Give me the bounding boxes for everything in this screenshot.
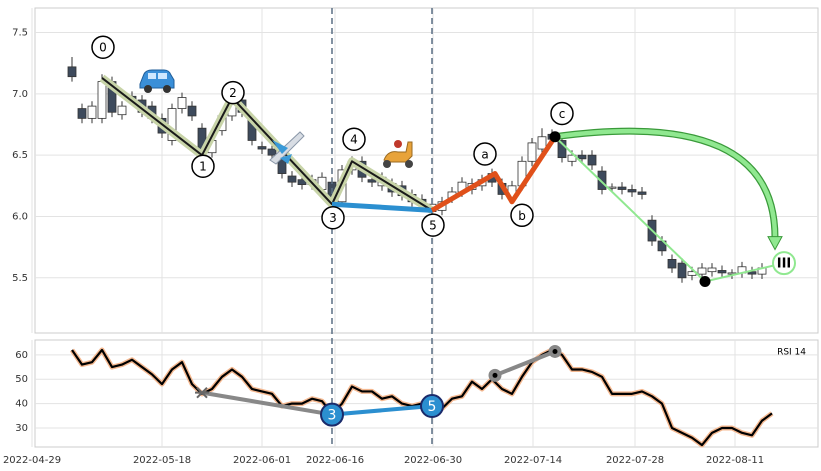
y-tick-label: 7.5 (12, 28, 28, 39)
x-tick-label: 2022-07-28 (606, 455, 664, 466)
candle-body (677, 262, 687, 279)
candle-body (187, 105, 197, 117)
wave-label-circle (221, 80, 245, 105)
x-tick-label: 2022-07-14 (504, 455, 562, 466)
wave-label: 4 (350, 133, 358, 147)
y-tick-label: 60 (15, 350, 28, 361)
pivot-dot (549, 131, 561, 143)
wave-label-circle (473, 142, 497, 166)
wave-label: 1 (199, 160, 207, 174)
rsi-panel (34, 339, 819, 448)
candle-body (697, 267, 707, 275)
x-tick-label: 2022-06-01 (233, 455, 291, 466)
candle-body (537, 136, 547, 150)
wave-label-circle (91, 35, 115, 59)
scooter-icon (383, 140, 413, 168)
wave-label-circle (321, 205, 345, 230)
x-tick-label: 2022-06-16 (306, 455, 364, 466)
candle-body (627, 189, 637, 193)
candle-body (617, 186, 627, 190)
candle-body (747, 271, 757, 275)
rsi-wave-line (494, 349, 556, 378)
candle-body (597, 170, 607, 190)
y-tick-label: 50 (15, 374, 28, 385)
wave-label: 2 (229, 86, 237, 100)
candle-body (577, 154, 587, 160)
rsi-wave-circle (420, 394, 444, 419)
y-tick-label: 30 (15, 423, 28, 434)
candle-body (587, 154, 597, 166)
wave-line (430, 135, 558, 213)
candle-body (527, 142, 537, 162)
candle-body (287, 175, 297, 183)
wave-label-circle (772, 251, 796, 276)
wave-label: 3 (329, 211, 337, 225)
y-tick-label: 7.0 (12, 89, 28, 100)
y-tick-label: 40 (15, 399, 28, 410)
wave-label-circle (191, 154, 215, 178)
candle-body (257, 146, 267, 150)
x-tick-label: 2022-04-29 (3, 455, 61, 466)
x-tick-label: 2022-06-30 (404, 455, 462, 466)
wave-line (331, 201, 433, 213)
candle-body (87, 105, 97, 119)
y-tick-label: 5.5 (12, 273, 28, 284)
plane-icon (269, 131, 305, 165)
wave-label-circle (510, 203, 534, 228)
wave-label-circle (550, 101, 574, 126)
candle-body (177, 97, 187, 109)
wave-label: a (481, 147, 488, 161)
candle-body (267, 148, 277, 156)
candle-body (557, 140, 567, 159)
rsi-wave-circle (320, 402, 344, 427)
y-tick-label: 6.5 (12, 150, 28, 161)
car-icon (139, 69, 175, 93)
rsi-label: RSI 14 (777, 348, 806, 358)
candle-body (97, 81, 107, 119)
x-tick-label: 2022-05-18 (133, 455, 191, 466)
candle-body (707, 267, 717, 273)
wave-label: 0 (99, 41, 107, 55)
rsi-wave-label: 3 (328, 408, 337, 424)
pivot-dot (699, 275, 711, 287)
candle-body (717, 270, 727, 274)
x-tick-label: 2022-08-11 (706, 455, 764, 466)
rsi-dot-center (552, 348, 558, 354)
wave-label: III (777, 257, 792, 272)
wave-label: b (518, 209, 526, 223)
price-panel (34, 7, 819, 334)
wave-label: c (559, 107, 566, 121)
candle-body (637, 191, 647, 195)
rsi-wave-label: 5 (428, 399, 437, 415)
candle-body (367, 179, 377, 183)
candle-body (77, 108, 87, 119)
candle-body (67, 66, 77, 78)
rsi-dot-center (492, 372, 498, 378)
star-marker (195, 386, 209, 399)
candle-body (667, 259, 677, 269)
wave-label-circle (342, 127, 366, 151)
wave-label: 5 (429, 219, 437, 233)
wave-label-circle (421, 213, 445, 237)
rsi-wave-line (331, 404, 433, 417)
arrow (554, 128, 778, 238)
arrow-head (767, 236, 783, 251)
candle-body (117, 105, 127, 116)
y-tick-label: 6.0 (12, 211, 28, 222)
rsi-wave-line (201, 390, 333, 417)
